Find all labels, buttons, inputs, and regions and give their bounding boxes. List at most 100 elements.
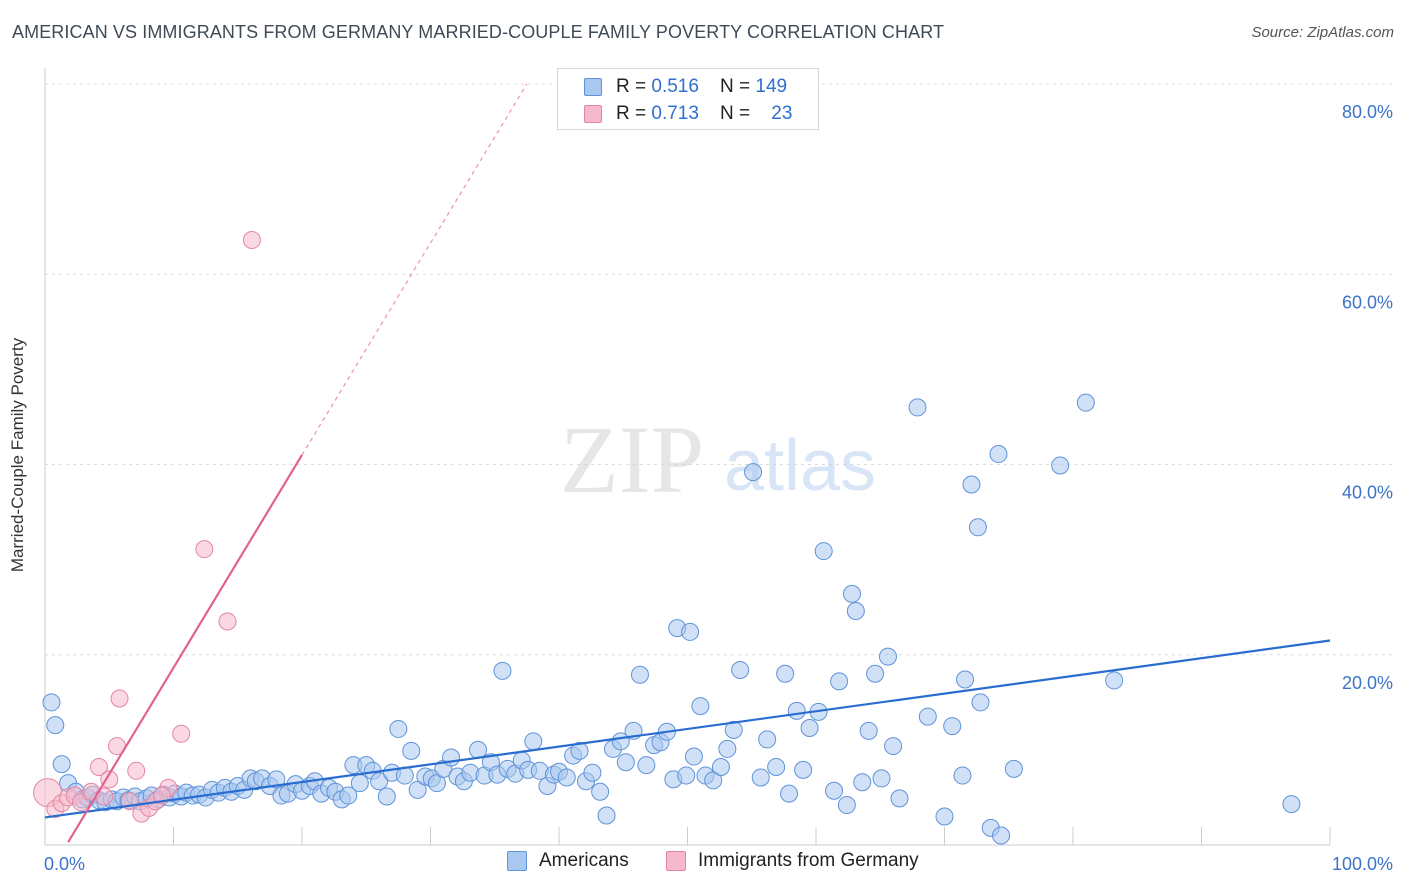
data-point-americans xyxy=(339,786,358,805)
data-point-americans xyxy=(389,719,408,738)
series-legend-germany[interactable]: Immigrants from Germany xyxy=(666,850,919,872)
legend-r-value-germany: 0.713 xyxy=(651,103,699,124)
data-point-americans xyxy=(953,766,972,785)
data-point-americans xyxy=(442,748,461,767)
data-point-germany xyxy=(127,761,146,780)
data-point-americans xyxy=(837,796,856,815)
data-point-americans xyxy=(794,760,813,779)
data-point-americans xyxy=(616,753,635,772)
trend-line-germany xyxy=(67,454,303,843)
data-point-americans xyxy=(884,737,903,756)
data-point-americans xyxy=(52,755,71,774)
legend-n-value-americans: 149 xyxy=(755,76,788,97)
source-credit: Source: ZipAtlas.com xyxy=(1251,24,1394,41)
data-point-americans xyxy=(704,771,723,790)
data-point-americans xyxy=(1004,759,1023,778)
data-point-americans xyxy=(780,784,799,803)
correlation-legend: R = 0.516 N = 149 R = 0.713 N = 23 xyxy=(557,68,819,130)
watermark: ZIP atlas xyxy=(560,406,876,513)
data-point-americans xyxy=(630,665,649,684)
series-legend-americans[interactable]: Americans xyxy=(507,850,629,872)
data-point-americans xyxy=(469,740,488,759)
legend-r-value-americans: 0.516 xyxy=(651,76,699,97)
data-point-americans xyxy=(962,475,981,494)
data-point-americans xyxy=(853,773,872,792)
series-swatch-germany xyxy=(666,851,686,871)
data-point-americans xyxy=(408,780,427,799)
data-point-americans xyxy=(46,716,65,735)
data-point-americans xyxy=(402,741,421,760)
germany-points xyxy=(33,231,261,823)
data-point-americans xyxy=(918,707,937,726)
data-point-americans xyxy=(370,772,389,791)
tick-labels: 20.0% 40.0% 60.0% 80.0% 0.0% 100.0% xyxy=(44,102,1393,874)
data-point-americans xyxy=(890,789,909,808)
data-point-americans xyxy=(956,670,975,689)
trend-lines xyxy=(44,83,1331,843)
legend-r-label: R = xyxy=(616,76,652,97)
data-point-americans xyxy=(350,774,369,793)
data-point-americans xyxy=(872,769,891,788)
data-point-americans xyxy=(824,781,843,800)
data-point-americans xyxy=(1105,671,1124,690)
data-point-americans xyxy=(968,518,987,537)
data-point-americans xyxy=(758,730,777,749)
data-point-americans xyxy=(800,718,819,737)
data-point-germany xyxy=(89,757,108,776)
legend-n-value-germany: 23 xyxy=(771,103,793,124)
data-point-americans xyxy=(711,757,730,776)
data-point-americans xyxy=(787,701,806,720)
data-point-americans xyxy=(637,756,656,775)
data-point-germany xyxy=(195,540,214,559)
data-point-americans xyxy=(908,398,927,417)
y-axis-title: Married-Couple Family Poverty xyxy=(8,337,27,573)
data-point-americans xyxy=(943,717,962,736)
series-label-germany: Immigrants from Germany xyxy=(698,850,919,871)
data-point-americans xyxy=(42,693,61,712)
y-tick-label: 80.0% xyxy=(1342,102,1393,122)
data-point-americans xyxy=(583,763,602,782)
data-point-americans xyxy=(1051,456,1070,475)
x-tick-label: 100.0% xyxy=(1332,854,1393,874)
x-tick-label: 0.0% xyxy=(44,854,85,874)
data-point-americans xyxy=(744,463,763,482)
legend-n-label: N = xyxy=(720,76,756,97)
data-point-americans xyxy=(681,622,700,641)
data-point-germany xyxy=(100,770,119,789)
data-point-americans xyxy=(724,720,743,739)
data-point-americans xyxy=(989,445,1008,464)
chart-title: AMERICAN VS IMMIGRANTS FROM GERMANY MARR… xyxy=(12,22,945,42)
data-point-americans xyxy=(814,542,833,561)
data-point-americans xyxy=(267,770,286,789)
data-point-americans xyxy=(570,741,589,760)
y-tick-label: 20.0% xyxy=(1342,673,1393,693)
data-point-americans xyxy=(992,826,1011,845)
watermark-zip: ZIP xyxy=(560,406,704,513)
data-point-americans xyxy=(859,721,878,740)
data-point-americans xyxy=(776,664,795,683)
trend-line-germany-extension xyxy=(301,83,528,456)
legend-swatch-germany xyxy=(584,105,602,123)
data-point-americans xyxy=(524,732,543,751)
data-point-americans xyxy=(591,782,610,801)
data-point-americans xyxy=(718,739,737,758)
y-tick-label: 60.0% xyxy=(1342,292,1393,312)
data-point-americans xyxy=(557,768,576,787)
data-point-americans xyxy=(377,787,396,806)
grid-lines xyxy=(45,83,1393,656)
data-point-americans xyxy=(677,766,696,785)
axes xyxy=(44,68,1331,846)
data-point-germany xyxy=(242,231,261,250)
data-point-americans xyxy=(767,757,786,776)
data-point-americans xyxy=(846,601,865,620)
data-point-americans xyxy=(731,660,750,679)
legend-swatch-americans xyxy=(584,78,602,96)
data-point-americans xyxy=(493,661,512,680)
data-point-americans xyxy=(830,672,849,691)
data-point-americans xyxy=(935,807,954,826)
trend-line-americans xyxy=(44,639,1331,819)
legend-n-label: N = xyxy=(720,103,756,124)
data-point-americans xyxy=(878,647,897,666)
series-label-americans: Americans xyxy=(539,850,629,871)
